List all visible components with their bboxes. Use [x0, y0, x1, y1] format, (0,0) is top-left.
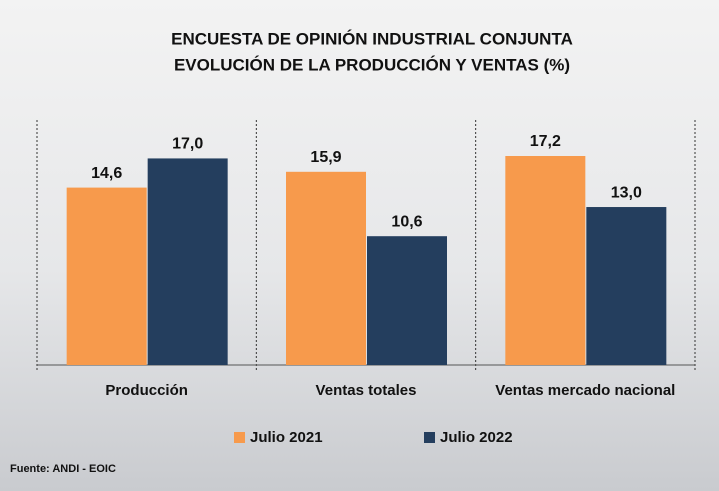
source-note: Fuente: ANDI - EOIC: [10, 463, 116, 475]
data-label: 14,6: [91, 165, 122, 182]
bar: [147, 158, 228, 365]
legend-label: Julio 2022: [440, 429, 513, 446]
chart-title: ENCUESTA DE OPINIÓN INDUSTRIAL CONJUNTA: [171, 29, 573, 48]
chart-subtitle: EVOLUCIÓN DE LA PRODUCCIÓN Y VENTAS (%): [174, 55, 570, 74]
data-label: 10,6: [391, 213, 422, 230]
bar: [505, 156, 586, 365]
data-label: 17,2: [530, 133, 561, 150]
legend-swatch: [234, 432, 245, 443]
x-tick-label: Ventas totales: [316, 382, 417, 399]
bar: [66, 187, 147, 365]
data-label: 17,0: [172, 136, 203, 153]
legend-label: Julio 2021: [250, 429, 323, 446]
legend-swatch: [424, 432, 435, 443]
bar: [586, 207, 667, 365]
x-tick-label: Ventas mercado nacional: [495, 382, 675, 399]
x-tick-label: Producción: [105, 382, 188, 399]
data-label: 15,9: [310, 149, 341, 166]
bar: [286, 171, 366, 365]
data-label: 13,0: [611, 184, 642, 201]
bar: [367, 236, 447, 365]
